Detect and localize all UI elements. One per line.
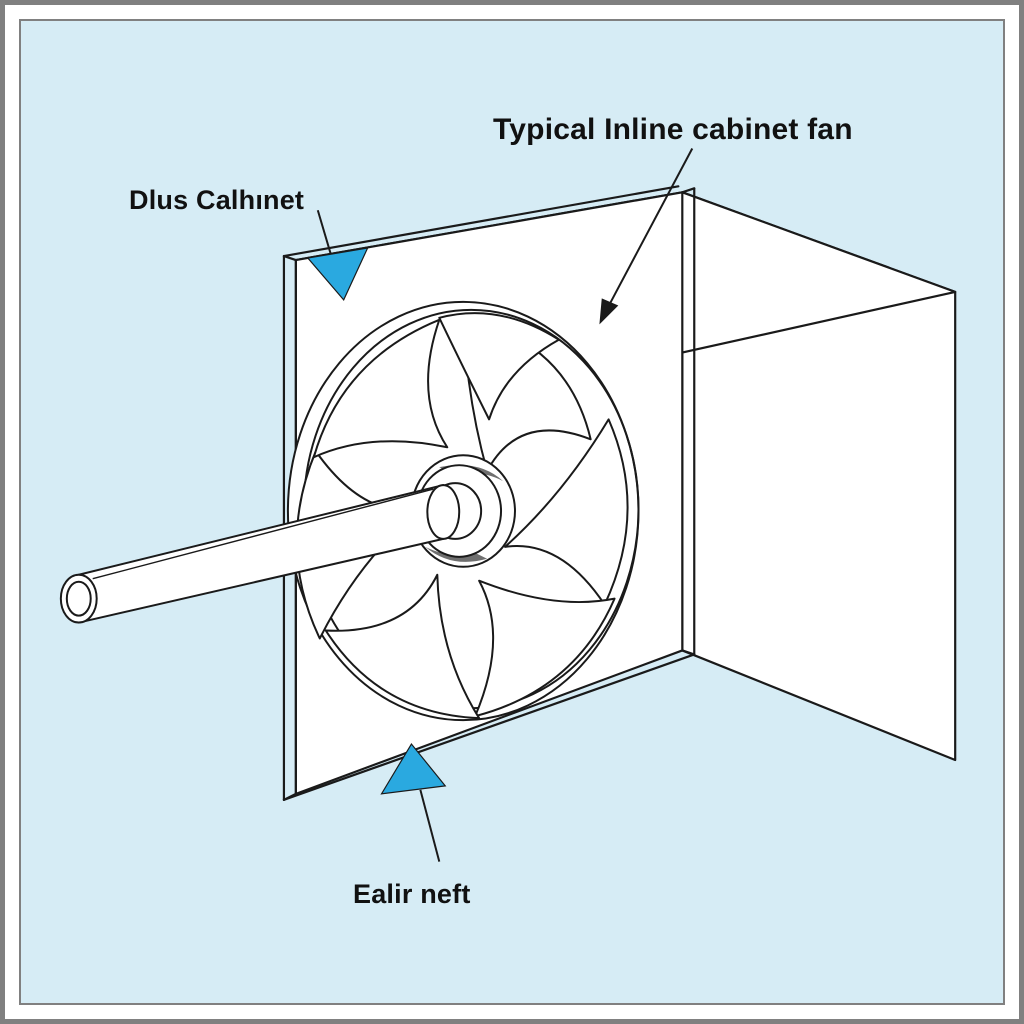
shaft-collar: [427, 485, 459, 539]
fan-diagram-svg: [21, 21, 1003, 1003]
diagram-panel: Typical Inline cabinet fan Dlus Calhınet…: [19, 19, 1005, 1005]
title-label: Typical Inline cabinet fan: [493, 113, 853, 147]
inlet-label: Ealir neft: [353, 879, 471, 910]
shaft-end-inner: [67, 582, 91, 616]
outer-frame: Typical Inline cabinet fan Dlus Calhınet…: [0, 0, 1024, 1024]
cabinet-label: Dlus Calhınet: [129, 185, 304, 216]
